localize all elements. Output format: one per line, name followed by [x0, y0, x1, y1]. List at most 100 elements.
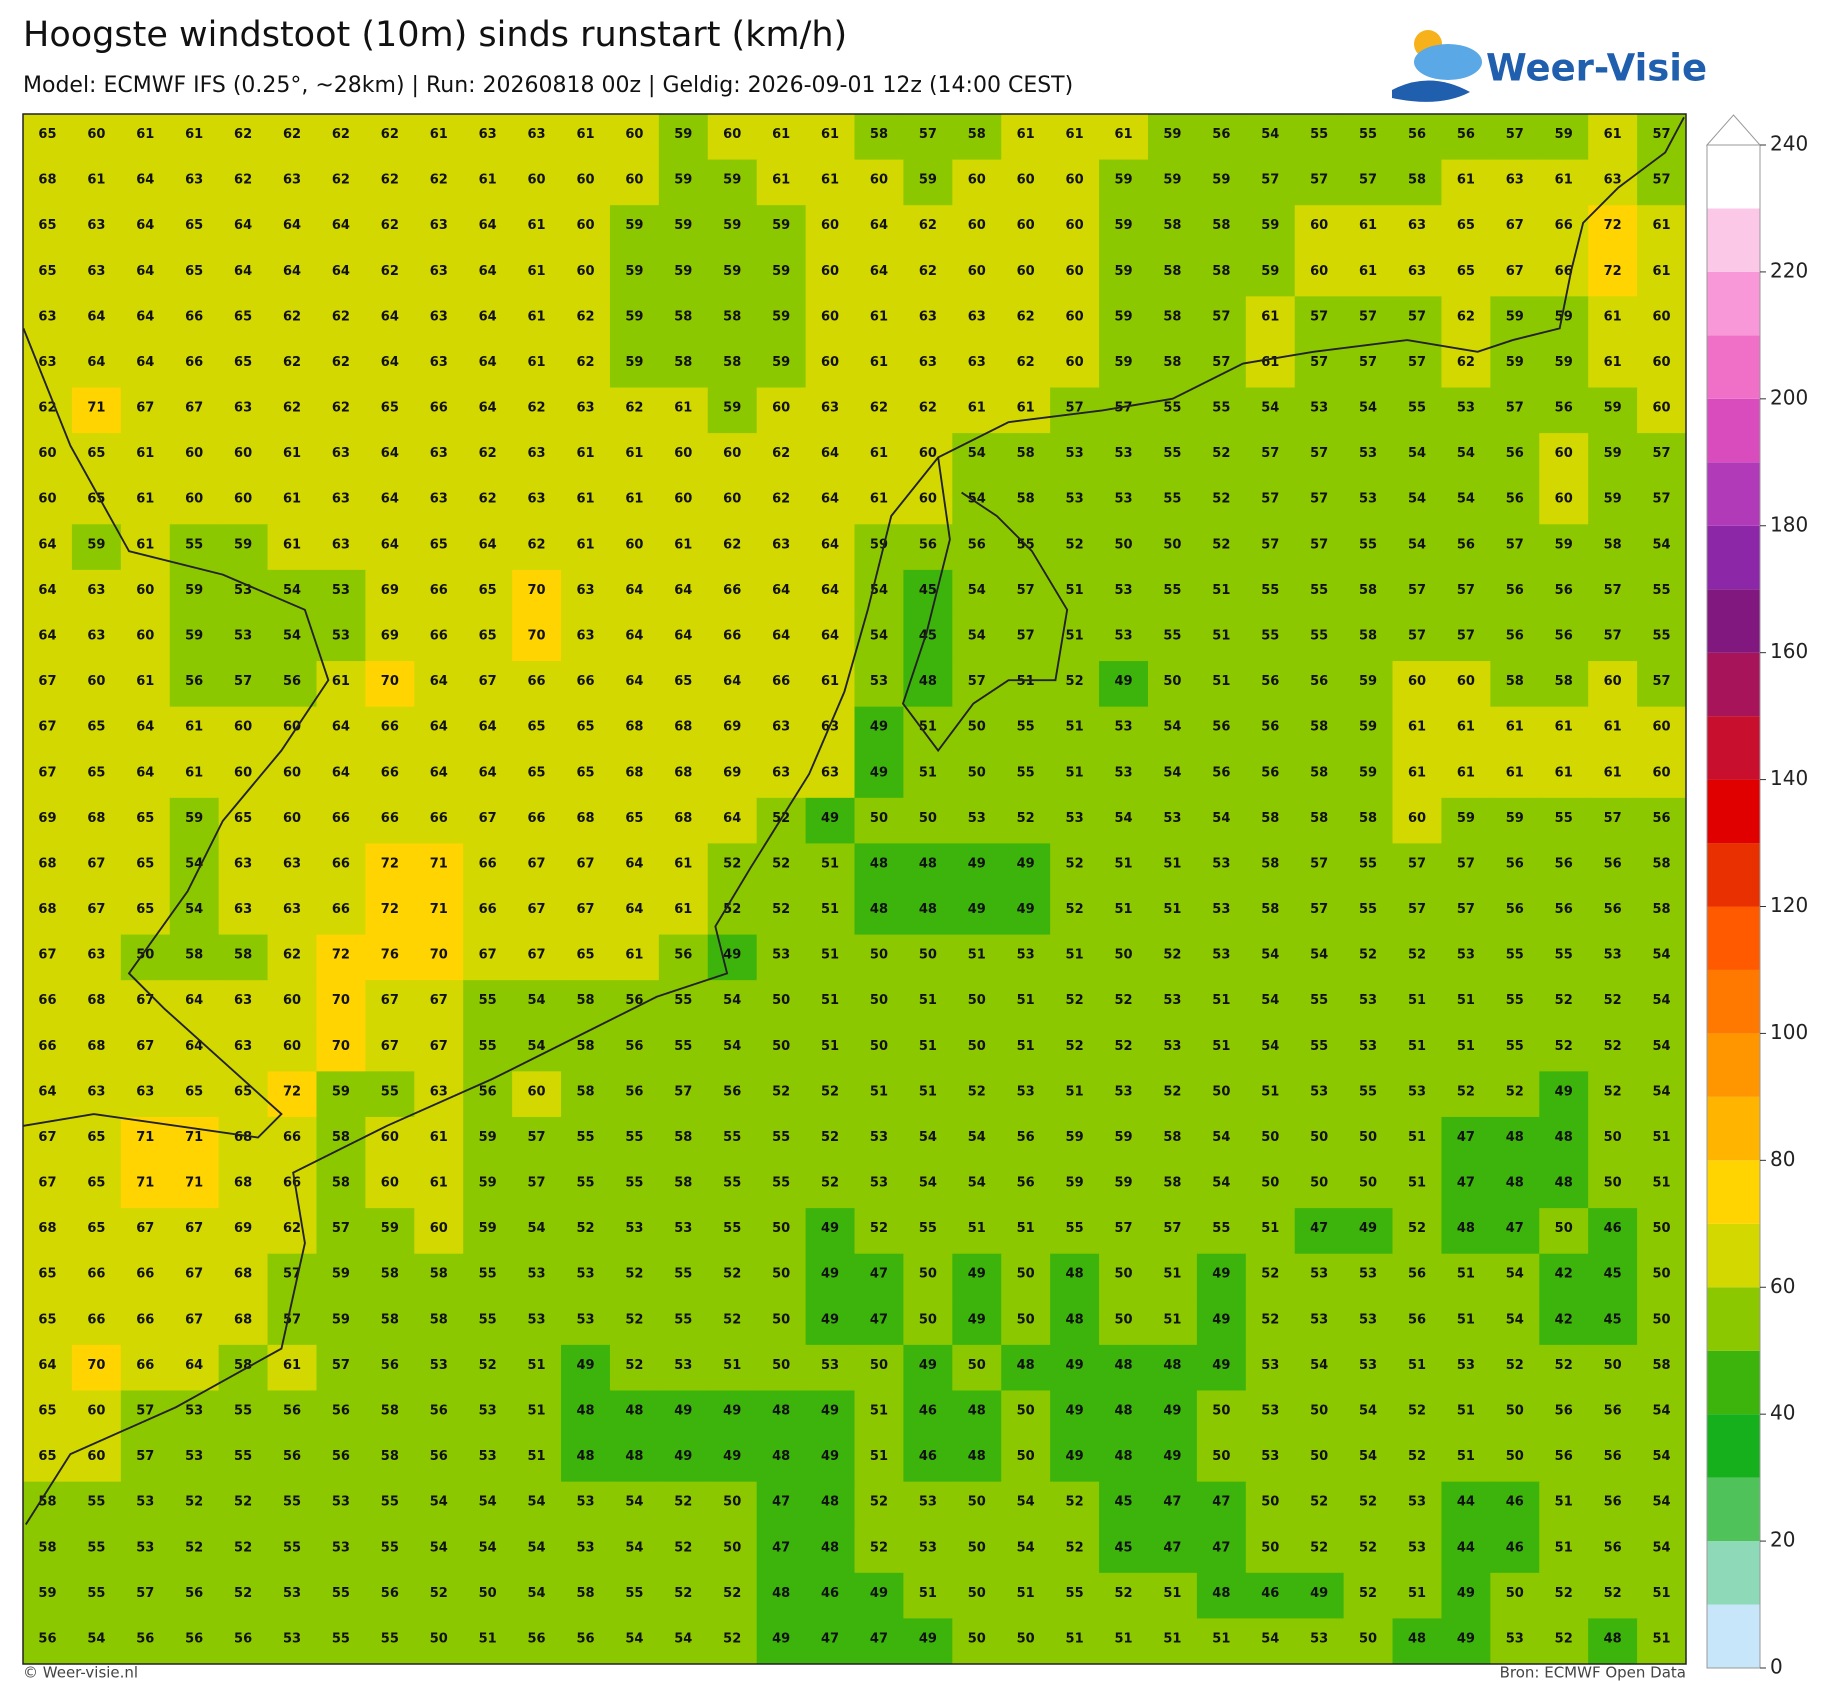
cell: [1392, 1481, 1442, 1528]
cell: [1147, 980, 1198, 1027]
cell: [1050, 797, 1100, 844]
colorbar-band: [1707, 271, 1760, 336]
cell-value: 65: [87, 765, 105, 780]
cell: [1001, 114, 1051, 161]
cell-value: 63: [821, 401, 839, 416]
logo-text: Weer-Visie: [1486, 47, 1707, 90]
cell-value: 53: [528, 1312, 546, 1327]
cell-value: 69: [723, 765, 741, 780]
cell-value: 53: [430, 1358, 448, 1373]
cell-value: 66: [723, 628, 741, 643]
cell-value: 63: [283, 902, 301, 917]
cell: [1147, 752, 1198, 799]
cell: [756, 1208, 807, 1255]
cell-value: 51: [1408, 993, 1426, 1008]
cell-value: 63: [821, 765, 839, 780]
cell-value: 49: [821, 1403, 839, 1418]
cell: [463, 843, 513, 890]
cell-value: 50: [136, 948, 154, 963]
cell: [903, 1344, 953, 1391]
cell: [1099, 341, 1149, 389]
cell-value: 60: [1652, 355, 1670, 370]
cell-value: 57: [1114, 401, 1132, 416]
cell-value: 50: [919, 1312, 937, 1327]
cell: [1147, 1527, 1198, 1574]
cell: [120, 114, 171, 161]
cell: [512, 1390, 562, 1437]
cell: [463, 706, 513, 753]
cell: [1637, 1618, 1687, 1665]
cell-value: 60: [625, 173, 643, 188]
cell: [658, 296, 709, 343]
cell: [609, 1162, 660, 1209]
cell-value: 66: [283, 1130, 301, 1145]
cell-value: 53: [1408, 1495, 1426, 1510]
cell: [512, 661, 562, 708]
cell: [71, 1071, 122, 1118]
cell: [609, 1253, 660, 1300]
cell: [658, 1253, 709, 1300]
cell: [23, 1162, 73, 1209]
colorbar-tick-label: 100: [1770, 1020, 1808, 1044]
cell-value: 49: [723, 1403, 741, 1418]
cell-value: 72: [283, 1084, 301, 1099]
cell: [1245, 205, 1296, 252]
cell-value: 55: [283, 1540, 301, 1555]
cell: [1343, 1025, 1394, 1072]
cell-value: 55: [1163, 628, 1181, 643]
cell-value: 61: [674, 537, 692, 552]
cell: [23, 934, 73, 981]
cell: [1099, 1071, 1149, 1118]
cell: [952, 706, 1002, 753]
cell-value: 54: [1359, 1403, 1377, 1418]
cell-value: 52: [234, 1540, 252, 1555]
cell: [1637, 569, 1687, 616]
cell: [561, 1208, 611, 1255]
cell: [1245, 341, 1296, 389]
cell-value: 66: [185, 309, 203, 324]
cell: [1147, 1116, 1198, 1164]
cell: [1050, 387, 1100, 434]
cell: [316, 1436, 366, 1483]
cell: [1588, 1299, 1638, 1346]
cell-value: 66: [723, 583, 741, 598]
cell-value: 55: [625, 1176, 643, 1191]
cell-value: 61: [1506, 720, 1524, 735]
cell-value: 64: [430, 765, 448, 780]
cell: [1050, 1116, 1100, 1164]
cell: [658, 706, 709, 753]
cell-value: 55: [772, 1176, 790, 1191]
cell: [561, 706, 611, 753]
cell-value: 57: [528, 1130, 546, 1145]
cell-value: 65: [625, 811, 643, 826]
cell: [512, 114, 562, 161]
cell: [1001, 433, 1051, 480]
cell-value: 53: [1163, 811, 1181, 826]
cell: [756, 615, 807, 662]
cell: [1392, 1208, 1442, 1255]
cell: [23, 615, 73, 662]
cell: [805, 569, 855, 616]
cell: [756, 1116, 807, 1164]
cell-value: 50: [870, 948, 888, 963]
cell-value: 50: [1163, 537, 1181, 552]
cell: [1588, 1390, 1638, 1437]
cell: [218, 797, 269, 844]
cell-value: 58: [723, 355, 741, 370]
cell: [805, 341, 855, 389]
cell-value: 55: [381, 1631, 399, 1646]
cell: [1490, 934, 1540, 981]
cell-value: 61: [1457, 765, 1475, 780]
cell: [952, 1116, 1002, 1164]
cell: [1001, 205, 1051, 252]
cell: [316, 1071, 366, 1118]
cell: [1588, 797, 1638, 844]
cell: [707, 1572, 758, 1619]
cell: [267, 341, 317, 389]
cell: [609, 1208, 660, 1255]
cell-value: 61: [136, 674, 154, 689]
cell: [1294, 114, 1345, 161]
cell: [1441, 980, 1491, 1027]
cell: [756, 1299, 807, 1346]
cell: [561, 1527, 611, 1574]
